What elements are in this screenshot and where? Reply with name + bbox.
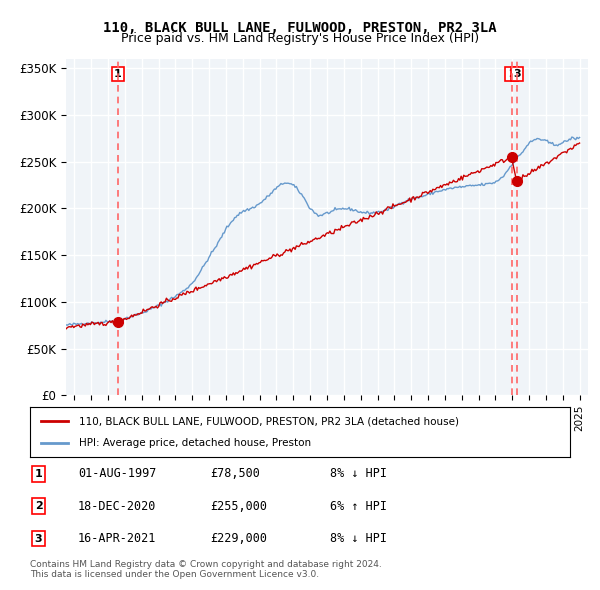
Text: 110, BLACK BULL LANE, FULWOOD, PRESTON, PR2 3LA (detached house): 110, BLACK BULL LANE, FULWOOD, PRESTON, … xyxy=(79,416,458,426)
Text: £78,500: £78,500 xyxy=(210,467,260,480)
Text: 1: 1 xyxy=(114,69,122,79)
Text: 3: 3 xyxy=(35,534,43,543)
Text: 16-APR-2021: 16-APR-2021 xyxy=(78,532,157,545)
Text: 01-AUG-1997: 01-AUG-1997 xyxy=(78,467,157,480)
Text: 18-DEC-2020: 18-DEC-2020 xyxy=(78,500,157,513)
Text: Contains HM Land Registry data © Crown copyright and database right 2024.
This d: Contains HM Land Registry data © Crown c… xyxy=(30,560,382,579)
Text: 3: 3 xyxy=(513,69,521,79)
Text: £255,000: £255,000 xyxy=(210,500,267,513)
Text: 2: 2 xyxy=(35,502,43,511)
Text: £229,000: £229,000 xyxy=(210,532,267,545)
Text: Price paid vs. HM Land Registry's House Price Index (HPI): Price paid vs. HM Land Registry's House … xyxy=(121,32,479,45)
Text: 8% ↓ HPI: 8% ↓ HPI xyxy=(330,467,387,480)
Text: 8% ↓ HPI: 8% ↓ HPI xyxy=(330,532,387,545)
Text: 1: 1 xyxy=(35,469,43,478)
Text: 110, BLACK BULL LANE, FULWOOD, PRESTON, PR2 3LA: 110, BLACK BULL LANE, FULWOOD, PRESTON, … xyxy=(103,21,497,35)
Text: 6% ↑ HPI: 6% ↑ HPI xyxy=(330,500,387,513)
Text: 2: 2 xyxy=(508,69,515,79)
Text: HPI: Average price, detached house, Preston: HPI: Average price, detached house, Pres… xyxy=(79,438,311,448)
